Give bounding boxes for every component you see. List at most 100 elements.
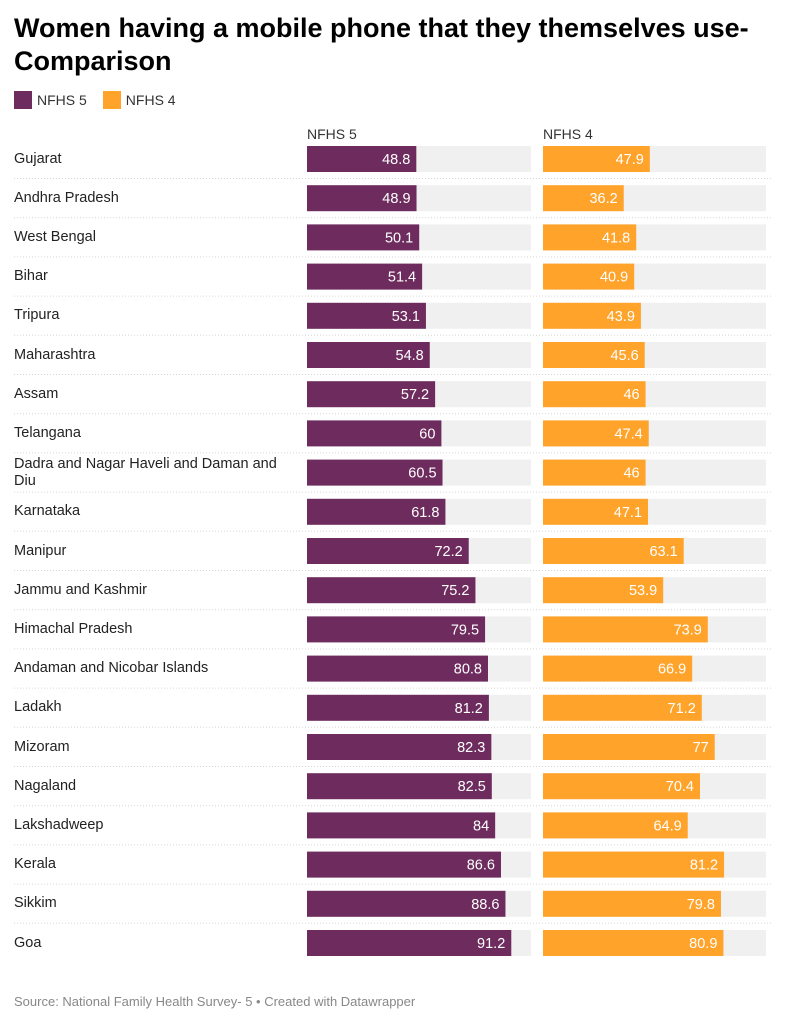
data-label: 71.2	[668, 701, 696, 717]
bar-nfhs5	[307, 459, 443, 486]
bar-nfhs4	[543, 851, 725, 878]
data-label: 51.4	[388, 270, 416, 286]
bar-nfhs5	[307, 773, 492, 800]
category-label: Telangana	[14, 424, 81, 441]
data-label: 82.5	[458, 779, 486, 795]
bar-nfhs5	[307, 577, 476, 604]
bar-nfhs5	[307, 342, 430, 368]
legend-item-nfhs5: NFHS 5	[14, 91, 87, 109]
data-label: 70.4	[666, 779, 694, 795]
legend: NFHS 5 NFHS 4	[14, 90, 192, 110]
data-label: 64.9	[653, 818, 681, 834]
bar-nfhs4	[543, 302, 641, 329]
category-label: Karnataka	[14, 503, 81, 520]
bar-nfhs4	[543, 224, 637, 251]
bar-nfhs4	[543, 498, 649, 525]
bar-nfhs5	[307, 694, 489, 721]
bar-nfhs4	[543, 694, 702, 721]
bar-nfhs5	[307, 930, 512, 956]
bar-nfhs5	[307, 185, 417, 212]
data-label: 50.1	[385, 230, 413, 246]
category-label: Ladakh	[14, 699, 62, 716]
bar-nfhs5	[307, 538, 469, 564]
bar-nfhs4	[543, 146, 650, 172]
category-label: Jammu and Kashmir	[14, 581, 147, 598]
data-label: 84	[473, 818, 489, 834]
data-label: 73.9	[674, 622, 702, 638]
source-note: Source: National Family Health Survey- 5…	[14, 994, 416, 1009]
category-label: Andhra Pradesh	[14, 189, 119, 206]
column-header-nfhs4: NFHS 4	[543, 126, 593, 142]
category-label: Maharashtra	[14, 346, 96, 363]
bar-nfhs5	[307, 146, 417, 172]
data-label: 40.9	[600, 270, 628, 286]
data-label: 47.1	[614, 505, 642, 521]
bar-nfhs4	[543, 773, 700, 800]
category-label: Bihar	[14, 268, 48, 285]
data-label: 75.2	[441, 583, 469, 599]
bar-nfhs4	[543, 734, 715, 760]
data-label: 63.1	[649, 544, 677, 560]
data-label: 54.8	[396, 348, 424, 364]
bar-nfhs5	[307, 655, 488, 682]
category-label: Manipur	[14, 542, 67, 559]
bar-nfhs4	[543, 616, 708, 643]
bar-chart: 48.8 47.9 48.9 36.2 50.1 41.8 51.4 40.9 53.1 43.9…	[14, 146, 771, 956]
data-label: 60	[419, 426, 435, 442]
category-label: Dadra and Nagar Haveli and Daman and Diu	[14, 455, 277, 489]
legend-swatch-nfhs5	[14, 91, 32, 109]
data-label: 79.8	[687, 897, 715, 913]
data-label: 53.1	[392, 309, 420, 325]
data-label: 86.6	[467, 858, 495, 874]
data-label: 45.6	[610, 348, 638, 364]
data-label: 66.9	[658, 662, 686, 678]
legend-item-nfhs4: NFHS 4	[102, 91, 176, 109]
category-label: Sikkim	[14, 895, 57, 912]
data-label: 80.9	[689, 936, 717, 952]
bar-nfhs5	[307, 890, 506, 917]
bar-nfhs4	[543, 812, 688, 839]
data-label: 36.2	[589, 191, 617, 207]
bar-nfhs5	[307, 734, 492, 760]
bar-nfhs5	[307, 302, 426, 329]
data-label: 79.5	[451, 622, 479, 638]
bar-nfhs4	[543, 577, 664, 604]
bar-nfhs4	[543, 342, 645, 368]
legend-label-nfhs5: NFHS 5	[37, 92, 87, 108]
bar-nfhs5	[307, 851, 501, 878]
category-label: Andaman and Nicobar Islands	[14, 660, 209, 677]
category-label: Assam	[14, 385, 59, 402]
data-label: 48.8	[382, 152, 410, 168]
bar-nfhs5	[307, 381, 436, 408]
chart-title: Women having a mobile phone that they th…	[14, 13, 749, 76]
bar-nfhs4	[543, 930, 724, 956]
data-label: 47.9	[616, 152, 644, 168]
bar-nfhs5	[307, 812, 496, 839]
data-label: 48.9	[382, 191, 410, 207]
category-label: Himachal Pradesh	[14, 620, 133, 637]
bar-nfhs4	[543, 381, 646, 408]
bar-nfhs5	[307, 224, 420, 251]
bar-nfhs5	[307, 498, 446, 525]
bar-nfhs4	[543, 420, 649, 447]
bar-nfhs4	[543, 459, 646, 486]
data-label: 61.8	[411, 505, 439, 521]
column-header-nfhs5: NFHS 5	[307, 126, 357, 142]
data-label: 57.2	[401, 387, 429, 403]
data-label: 47.4	[614, 426, 642, 442]
category-label: Kerala	[14, 856, 56, 873]
data-label: 77	[693, 740, 709, 756]
data-label: 41.8	[602, 230, 630, 246]
bar-nfhs4	[543, 890, 721, 917]
category-label: Lakshadweep	[14, 816, 104, 833]
bar-nfhs5	[307, 263, 423, 290]
bar-nfhs4	[543, 263, 635, 290]
category-label: Gujarat	[14, 150, 62, 167]
data-label: 43.9	[607, 309, 635, 325]
category-label: Goa	[14, 934, 42, 951]
data-label: 80.8	[454, 662, 482, 678]
data-label: 81.2	[455, 701, 483, 717]
data-label: 81.2	[690, 858, 718, 874]
category-label: Tripura	[14, 307, 60, 324]
data-label: 72.2	[434, 544, 462, 560]
